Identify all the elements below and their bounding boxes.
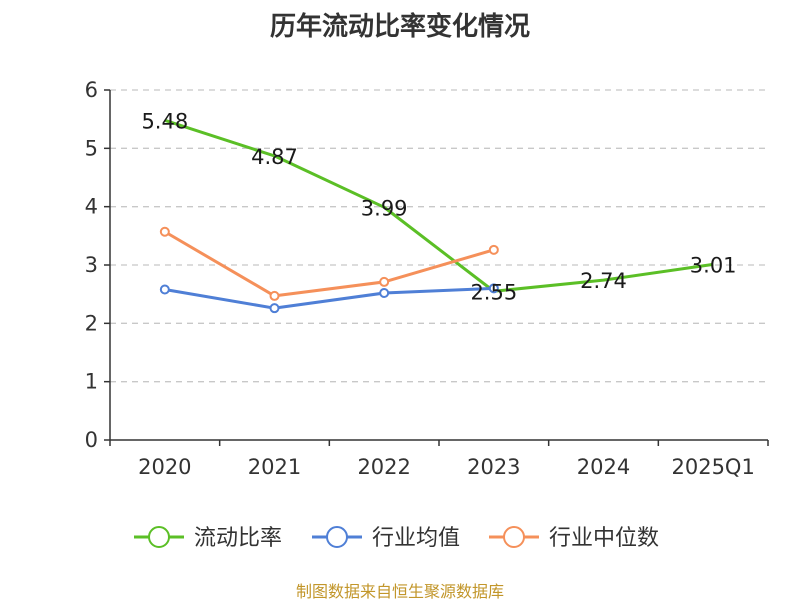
legend-item: 行业中位数 <box>489 526 659 551</box>
x-tick-label: 2020 <box>138 455 191 479</box>
data-label: 4.87 <box>251 145 298 169</box>
series-line <box>164 286 494 310</box>
legend-swatch-marker <box>326 526 348 548</box>
y-tick-label: 4 <box>85 195 98 219</box>
x-tick-label: 2021 <box>248 455 301 479</box>
x-tick-label: 2023 <box>467 455 520 479</box>
data-label: 5.48 <box>141 109 188 133</box>
data-point <box>379 288 390 298</box>
x-axis-ticks: 2020 2021 2022 2023 2024 2025Q1 <box>109 440 769 479</box>
chart-title: 历年流动比率变化情况 <box>269 12 530 42</box>
legend-swatch-marker <box>503 526 525 548</box>
data-point <box>269 303 280 314</box>
x-tick-label: 2022 <box>357 455 410 479</box>
x-tick-label: 2025Q1 <box>671 455 754 479</box>
data-labels: 5.48 4.87 3.99 2.55 2.74 3.01 <box>141 109 736 304</box>
data-point <box>488 244 499 255</box>
data-label: 3.99 <box>361 196 408 220</box>
y-axis-ticks: 0 1 2 3 4 5 6 <box>85 78 110 452</box>
x-tick-label: 2024 <box>577 455 630 479</box>
data-point <box>159 226 170 237</box>
legend-swatch-marker <box>148 526 170 548</box>
data-label: 3.01 <box>690 253 737 277</box>
data-point <box>269 290 280 301</box>
y-tick-label: 5 <box>85 136 98 160</box>
data-point <box>159 284 170 295</box>
data-label: 2.55 <box>470 280 517 304</box>
series-line <box>164 118 714 293</box>
series-layer <box>159 118 714 314</box>
series-line <box>164 230 495 298</box>
legend-label: 行业均值 <box>372 526 460 551</box>
y-tick-label: 0 <box>85 428 98 452</box>
y-tick-label: 1 <box>85 370 98 394</box>
y-tick-label: 2 <box>85 311 98 335</box>
data-point <box>488 283 499 294</box>
y-tick-label: 6 <box>85 78 98 102</box>
data-point <box>379 276 390 287</box>
legend: 流动比率 行业均值 行业中位数 <box>134 526 659 551</box>
legend-label: 行业中位数 <box>549 526 659 551</box>
legend-label: 流动比率 <box>194 526 282 551</box>
legend-item: 流动比率 <box>134 526 282 551</box>
source-note: 制图数据来自恒生聚源数据库 <box>295 582 504 601</box>
y-tick-label: 3 <box>85 253 98 277</box>
legend-item: 行业均值 <box>312 526 460 551</box>
data-label: 2.74 <box>580 269 627 293</box>
